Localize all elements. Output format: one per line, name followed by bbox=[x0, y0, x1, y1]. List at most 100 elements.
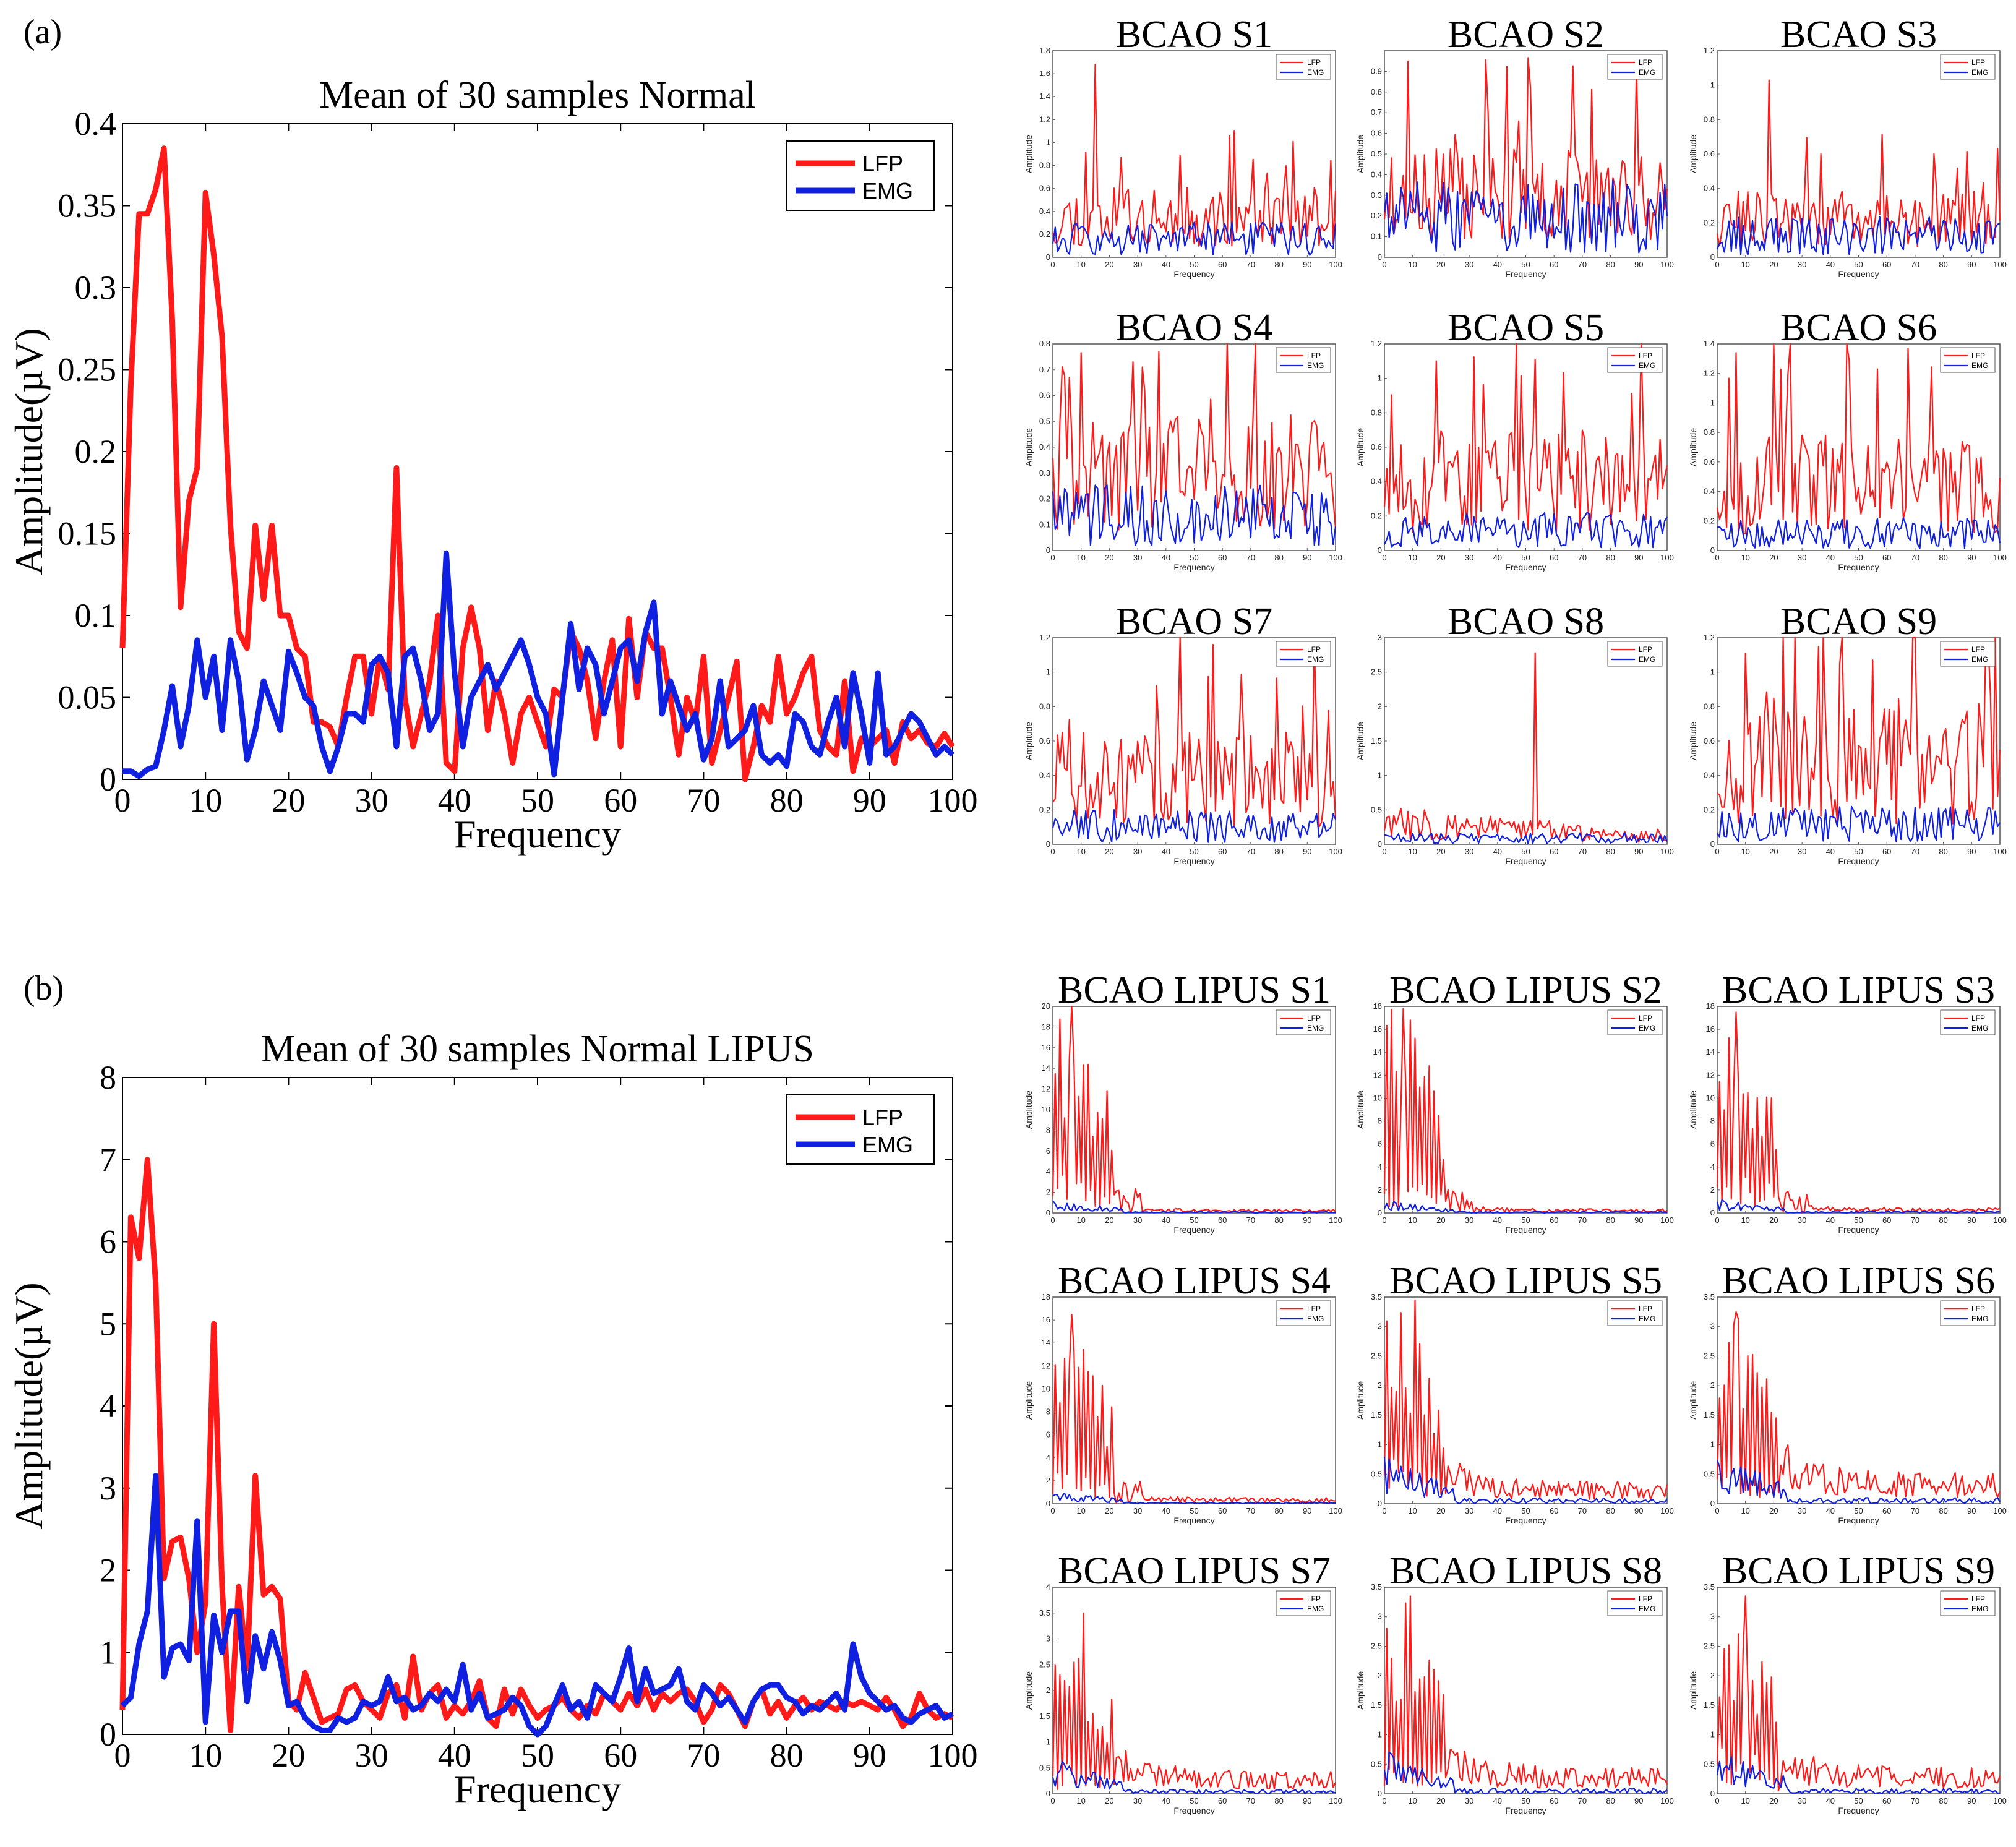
small-x-tick-label: 50 bbox=[1190, 260, 1198, 269]
small-y-axis-label: Amplitude bbox=[1688, 1671, 1698, 1710]
small-y-tick-label: 0.8 bbox=[1371, 87, 1382, 96]
small-y-axis-label: Amplitude bbox=[1688, 1381, 1698, 1420]
small-y-tick-label: 0.5 bbox=[1704, 1759, 1715, 1768]
small-x-tick-label: 10 bbox=[1741, 1506, 1749, 1515]
x-tick-label: 100 bbox=[928, 782, 978, 819]
small-series-emg bbox=[1384, 1201, 1668, 1214]
small-y-tick-label: 1.5 bbox=[1704, 1700, 1715, 1710]
small-y-tick-label: 2 bbox=[1046, 1476, 1050, 1485]
small-y-tick-label: 0.4 bbox=[1371, 169, 1382, 179]
small-x-tick-label: 100 bbox=[1993, 260, 2007, 269]
small-x-tick-label: 30 bbox=[1465, 847, 1473, 856]
small-x-tick-label: 60 bbox=[1550, 1215, 1558, 1225]
small-x-tick-label: 20 bbox=[1769, 553, 1778, 562]
small-legend-label-lfp: LFP bbox=[1307, 351, 1321, 360]
small-y-tick-label: 10 bbox=[1373, 1093, 1382, 1102]
small-y-tick-label: 2 bbox=[1378, 1185, 1382, 1194]
small-y-tick-label: 16 bbox=[1042, 1043, 1050, 1052]
small-series-lfp bbox=[1716, 1011, 2001, 1214]
small-y-tick-label: 1 bbox=[1710, 1730, 1715, 1739]
small-x-tick-label: 50 bbox=[1854, 1796, 1863, 1806]
small-x-tick-label: 80 bbox=[1939, 260, 1947, 269]
small-x-tick-label: 60 bbox=[1882, 1796, 1891, 1806]
small-x-tick-label: 100 bbox=[1660, 260, 1674, 269]
legend-box bbox=[786, 140, 935, 211]
y-tick-label: 0.25 bbox=[58, 351, 117, 388]
x-tick-label: 0 bbox=[114, 782, 131, 819]
small-x-tick-label: 70 bbox=[1246, 553, 1255, 562]
small-y-tick-label: 12 bbox=[1706, 1070, 1715, 1079]
small-series-emg bbox=[1052, 1200, 1336, 1214]
small-y-tick-label: 16 bbox=[1706, 1024, 1715, 1034]
small-x-tick-label: 80 bbox=[1606, 1796, 1615, 1806]
small-legend-box bbox=[1276, 641, 1331, 667]
small-x-tick-label: 80 bbox=[1939, 1796, 1947, 1806]
small-x-tick-label: 60 bbox=[1882, 260, 1891, 269]
small-series-lfp bbox=[1716, 343, 2001, 535]
small-x-tick-label: 80 bbox=[1939, 1215, 1947, 1225]
small-chart-title: BCAO S9 bbox=[1780, 601, 1937, 643]
small-y-tick-label: 0.8 bbox=[1039, 701, 1050, 711]
small-y-tick-label: 1.2 bbox=[1039, 633, 1050, 642]
small-legend-label-emg: EMG bbox=[1639, 1605, 1655, 1613]
small-y-axis-label: Amplitude bbox=[1024, 722, 1034, 760]
small-x-tick-label: 30 bbox=[1133, 1796, 1142, 1806]
small-chart-14: BCAO LIPUS S5 0 10 20 30 40 50 60 70 80 90 100 0 0.5 1… bbox=[1355, 1260, 1674, 1525]
small-x-tick-label: 30 bbox=[1798, 1215, 1806, 1225]
small-x-tick-label: 80 bbox=[1274, 553, 1283, 562]
small-x-tick-label: 0 bbox=[1382, 1506, 1386, 1515]
small-y-tick-label: 0.4 bbox=[1039, 442, 1050, 452]
small-y-tick-label: 1 bbox=[1710, 667, 1715, 677]
small-legend-box bbox=[1276, 1300, 1331, 1326]
small-x-tick-label: 20 bbox=[1769, 1796, 1778, 1806]
small-legend-box bbox=[1276, 54, 1331, 80]
small-chart-2: BCAO S2 0 10 20 30 40 50 60 70 80 90 100 0 0.1 0.2 0.3 0… bbox=[1355, 14, 1674, 279]
small-x-tick-label: 40 bbox=[1826, 1215, 1835, 1225]
x-tick-label: 80 bbox=[770, 1737, 804, 1774]
x-tick-label: 60 bbox=[604, 782, 637, 819]
small-x-tick-label: 30 bbox=[1798, 1506, 1806, 1515]
small-y-tick-label: 0.6 bbox=[1704, 736, 1715, 745]
small-y-tick-label: 1 bbox=[1378, 771, 1382, 780]
x-tick-label: 10 bbox=[189, 782, 222, 819]
y-tick-label: 6 bbox=[100, 1223, 116, 1261]
small-y-tick-label: 1 bbox=[1710, 1440, 1715, 1449]
small-chart-title: BCAO LIPUS S3 bbox=[1722, 969, 1995, 1011]
small-x-tick-label: 100 bbox=[1329, 1215, 1342, 1225]
small-legend-box bbox=[1276, 1590, 1331, 1616]
small-y-tick-label: 0.4 bbox=[1704, 184, 1715, 193]
small-x-tick-label: 40 bbox=[1826, 847, 1835, 856]
small-x-tick-label: 70 bbox=[1246, 1796, 1255, 1806]
small-x-tick-label: 0 bbox=[1715, 1215, 1719, 1225]
small-x-tick-label: 100 bbox=[1993, 553, 2007, 562]
small-y-tick-label: 0.1 bbox=[1371, 232, 1382, 241]
legend-label-lfp: LFP bbox=[862, 151, 903, 176]
small-x-tick-label: 0 bbox=[1715, 1506, 1719, 1515]
small-y-tick-label: 0 bbox=[1046, 546, 1050, 555]
small-x-tick-label: 10 bbox=[1076, 553, 1085, 562]
x-tick-label: 90 bbox=[853, 782, 886, 819]
small-x-tick-label: 20 bbox=[1436, 1796, 1445, 1806]
series-line-emg bbox=[122, 550, 955, 779]
small-chart-9: BCAO S9 0 10 20 30 40 50 60 70 80 90 100 0 0.2 0.4 0.6 0… bbox=[1688, 601, 2007, 866]
small-y-tick-label: 0 bbox=[1046, 252, 1050, 262]
small-y-tick-label: 3 bbox=[1378, 1322, 1382, 1331]
small-y-tick-label: 4 bbox=[1046, 1453, 1050, 1462]
small-y-tick-label: 0 bbox=[1378, 1789, 1382, 1798]
small-x-tick-label: 30 bbox=[1133, 553, 1142, 562]
small-series-lfp bbox=[1052, 1612, 1336, 1790]
small-x-tick-label: 80 bbox=[1939, 553, 1947, 562]
y-tick-label: 7 bbox=[100, 1141, 116, 1178]
small-legend-label-emg: EMG bbox=[1639, 1024, 1655, 1032]
small-y-tick-label: 0.2 bbox=[1704, 218, 1715, 227]
small-x-tick-label: 40 bbox=[1493, 553, 1502, 562]
small-y-tick-label: 0.5 bbox=[1704, 1469, 1715, 1478]
small-y-tick-label: 2 bbox=[1046, 1686, 1050, 1695]
small-x-tick-label: 70 bbox=[1911, 1215, 1919, 1225]
legend-box bbox=[786, 1094, 935, 1165]
small-plot-frame bbox=[1717, 637, 2001, 845]
small-x-tick-label: 50 bbox=[1190, 553, 1198, 562]
small-y-tick-label: 1 bbox=[1046, 667, 1050, 677]
small-y-tick-label: 8 bbox=[1046, 1407, 1050, 1416]
small-y-tick-label: 0 bbox=[1046, 1208, 1050, 1217]
